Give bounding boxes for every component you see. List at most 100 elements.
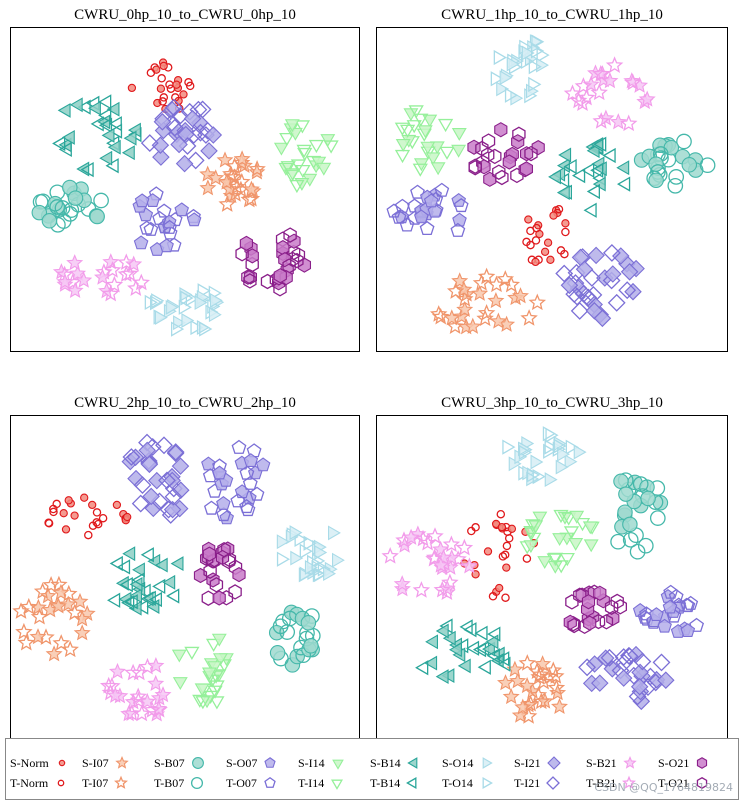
source-i07-point [534, 655, 552, 672]
target-i07-point [52, 634, 70, 651]
legend-item-s-b14: S-B14 [370, 753, 423, 771]
target-b14-point [487, 626, 501, 642]
target-i07-point [528, 293, 547, 311]
source-o07-point [423, 193, 439, 208]
target-b14-point [590, 162, 604, 178]
cluster-o14 [276, 525, 345, 583]
source-b21-point [109, 662, 126, 680]
legend-marker-b21-icon [622, 775, 637, 790]
source-i14-point [171, 649, 187, 663]
legend-label: S-I21 [514, 756, 541, 771]
target-b21-point [455, 538, 474, 556]
legend-item-t-b07: T-B07 [154, 773, 206, 791]
legend-item-t-i14: T-I14 [298, 773, 346, 791]
target-i14-point [205, 638, 222, 652]
target-i14-point [195, 696, 211, 710]
cluster-b21 [99, 656, 172, 722]
target-o07-point [453, 197, 469, 213]
target-i21-point [633, 652, 652, 671]
source-o14-point [209, 292, 223, 308]
target-i14-point [439, 146, 455, 160]
legend-marker-o07-icon [264, 757, 276, 769]
target-o14-point [553, 438, 567, 454]
legend-label: S-O07 [226, 756, 258, 771]
source-b14-point [57, 102, 71, 118]
target-b21-point [412, 581, 431, 598]
source-o07-point [680, 623, 696, 638]
target-o07-point [689, 617, 705, 632]
source-i14-point [420, 141, 436, 155]
target-i07-point [531, 665, 550, 683]
source-o07-point [413, 209, 429, 224]
target-norm-point [522, 554, 532, 563]
source-i07-point [207, 169, 225, 186]
target-o14-point [528, 76, 542, 93]
target-o14-point [170, 321, 185, 337]
target-norm-point [467, 526, 476, 536]
source-o14-point [521, 45, 535, 61]
cluster-i07 [429, 267, 547, 335]
target-i21-point [555, 264, 574, 283]
target-b21-point [129, 691, 148, 709]
cluster-b14 [52, 94, 142, 178]
target-i07-point [520, 309, 538, 326]
target-o21-point [524, 145, 538, 162]
target-b21-point [124, 663, 142, 681]
source-o14-point [194, 295, 208, 311]
source-i21-point [183, 109, 202, 128]
source-i14-point [569, 510, 585, 524]
target-b07-point [49, 199, 66, 215]
target-o14-point [544, 439, 558, 455]
target-b21-point [624, 73, 642, 91]
target-b21-point [442, 535, 461, 553]
source-o14-point [165, 299, 179, 315]
source-o14-point [208, 307, 222, 323]
target-norm-point [500, 550, 510, 560]
source-i21-point [612, 247, 630, 265]
target-b14-point [455, 638, 469, 654]
target-b14-point [108, 123, 123, 139]
legend-label: S-B14 [370, 756, 401, 771]
source-i21-point [166, 444, 185, 463]
source-i14-point [422, 114, 438, 128]
target-b07-point [668, 169, 685, 185]
source-i07-point [455, 280, 473, 298]
source-o21-point [232, 566, 246, 583]
target-o07-point [394, 198, 410, 213]
source-b14-point [457, 658, 471, 674]
legend-marker-i21-icon [546, 756, 561, 771]
target-i14-point [207, 685, 223, 699]
target-o14-point [528, 59, 542, 75]
legend-marker-o14-icon [482, 757, 494, 770]
source-b14-point [132, 562, 145, 578]
target-o07-point [249, 486, 265, 501]
source-i14-point [207, 661, 223, 675]
target-norm-point [92, 508, 102, 517]
source-b21-point [609, 113, 627, 130]
target-o21-point [243, 273, 257, 289]
target-b21-point [101, 284, 120, 302]
scatter-panel-2hp [10, 415, 360, 740]
target-o14-point [185, 291, 199, 307]
target-i07-point [429, 305, 448, 322]
target-i14-point [294, 120, 311, 134]
source-b07-point [31, 204, 48, 221]
target-i21-point [140, 134, 159, 153]
source-b21-point [460, 557, 478, 574]
target-i21-point [171, 107, 189, 125]
source-b07-point [269, 645, 286, 661]
legend-marker-norm-icon [57, 779, 65, 787]
source-o14-point [499, 70, 513, 86]
source-i07-point [59, 595, 77, 612]
target-o14-point [294, 531, 308, 548]
target-o21-point [468, 158, 482, 174]
target-o21-point [291, 247, 306, 263]
source-i14-point [523, 540, 539, 554]
target-b21-point [619, 114, 638, 132]
source-i14-point [532, 511, 548, 525]
target-i21-point [193, 100, 212, 119]
target-i21-point [618, 281, 637, 300]
cluster-norm [44, 493, 132, 540]
target-o07-point [239, 465, 255, 480]
panel-title-0hp: CWRU_0hp_10_to_CWRU_0hp_10 [74, 7, 296, 23]
